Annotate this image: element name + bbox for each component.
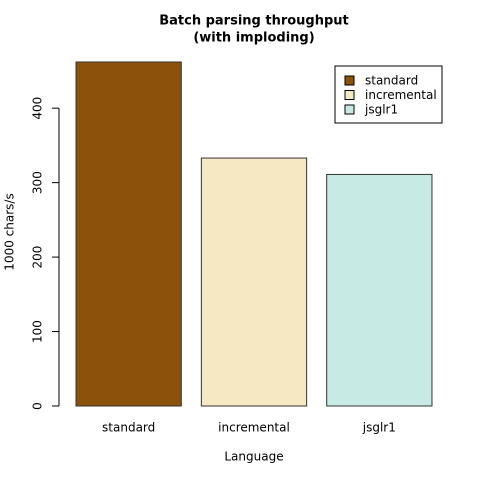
legend-swatch [344,75,355,86]
legend-swatch [344,90,355,100]
legend-label: incremental [365,88,437,102]
x-tick-label: jsglr1 [362,421,396,435]
chart-title: Batch parsing throughput [159,14,349,29]
y-tick-label: 0 [31,402,45,410]
legend-swatch [344,104,355,115]
y-tick-label: 300 [31,171,45,194]
bar [326,173,433,407]
x-axis-label: Language [224,450,283,464]
x-tick-label: standard [102,421,155,435]
y-tick-label: 400 [31,97,45,120]
legend-label: jsglr1 [364,103,398,117]
x-tick-label: incremental [218,421,290,435]
chart-subtitle: (with imploding) [193,31,314,46]
y-tick-label: 100 [31,320,45,343]
legend-label: standard [365,74,418,88]
y-axis-label: 1000 chars/s [3,193,17,270]
y-tick-label: 200 [31,246,45,269]
bar [75,61,182,407]
bar [200,157,308,407]
